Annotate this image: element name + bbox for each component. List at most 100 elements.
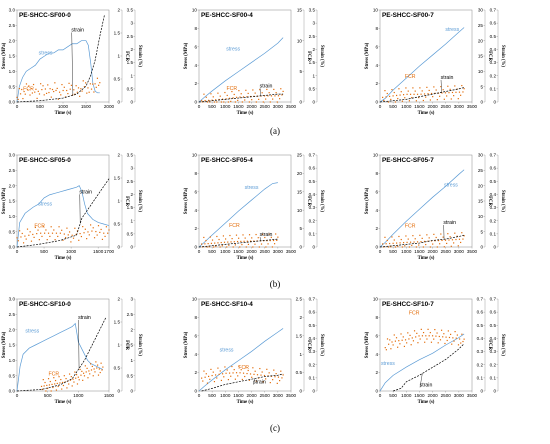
fcr-marker xyxy=(204,243,206,245)
fcr-marker xyxy=(413,241,415,243)
strain-tick-label: 2.5 xyxy=(127,312,134,317)
fcr-marker xyxy=(53,90,55,93)
fcr-marker xyxy=(43,94,45,96)
fcr-marker xyxy=(55,389,58,391)
fcr-marker xyxy=(97,364,99,366)
x-tick-label: 2000 xyxy=(246,104,257,109)
fcr-marker xyxy=(72,237,75,239)
fcr-tick-label: 0.1 xyxy=(477,375,484,380)
fcr-marker xyxy=(19,93,22,95)
fcr-marker xyxy=(247,369,249,372)
strain-tick-label: 0 xyxy=(312,245,315,250)
fcr-marker xyxy=(76,230,79,232)
fcr-marker xyxy=(242,96,245,98)
fcr-marker xyxy=(384,90,386,92)
fcr-marker xyxy=(235,96,238,98)
fcr-marker xyxy=(452,337,454,339)
fcr-marker xyxy=(233,369,235,371)
fcr-marker xyxy=(25,238,27,240)
fcr-marker xyxy=(407,238,409,240)
fcr-marker xyxy=(42,85,44,87)
x-axis-label: Time (s) xyxy=(237,256,254,261)
y-axis-label-strain: Strain (%) xyxy=(319,334,324,356)
strain-series-line xyxy=(198,238,278,248)
fcr-marker xyxy=(230,100,232,102)
fcr-marker xyxy=(49,235,51,238)
fcr-tick-label: 0.6 xyxy=(477,310,484,315)
fcr-marker xyxy=(212,371,214,373)
fcr-marker xyxy=(438,335,440,338)
x-tick-label: 0 xyxy=(16,393,19,398)
fcr-marker xyxy=(267,243,269,245)
fcr-marker xyxy=(398,88,400,90)
y-axis-label-fcr: FCR xyxy=(306,340,311,350)
fcr-marker xyxy=(214,242,216,244)
fcr-marker xyxy=(237,99,239,102)
fcr-marker xyxy=(228,372,231,374)
x-tick-label: 0 xyxy=(379,249,382,254)
strain-tick-label: 0.4 xyxy=(490,192,497,197)
stress-series-line xyxy=(379,27,465,103)
fcr-marker xyxy=(382,96,384,98)
fcr-marker xyxy=(245,366,247,368)
fcr-marker xyxy=(385,96,387,98)
x-tick-label: 2000 xyxy=(427,249,438,254)
fcr-marker xyxy=(399,343,401,345)
fcr-marker xyxy=(432,96,434,98)
fcr-marker xyxy=(68,231,71,233)
y-tick-label: 6 xyxy=(194,44,197,49)
fcr-marker xyxy=(56,382,58,385)
fcr-marker xyxy=(434,240,436,242)
fcr-marker xyxy=(275,373,277,375)
strain-tick-label: 2.5 xyxy=(127,179,134,184)
annotation-fcr: FCR xyxy=(34,224,45,230)
y-axis-label-stress: Stress (MPa) xyxy=(2,187,7,214)
fcr-marker xyxy=(426,234,428,236)
fcr-marker xyxy=(242,234,244,236)
y-axis-label-stress: Stress (MPa) xyxy=(2,42,7,69)
chart-title: PE-SHCC-SF05-0 xyxy=(19,157,71,164)
fcr-marker xyxy=(450,333,452,335)
fcr-marker xyxy=(428,335,430,337)
x-tick-label: 2500 xyxy=(260,393,271,398)
strain-tick-label: 0.1 xyxy=(490,86,497,91)
y-tick-label: 1.0 xyxy=(9,69,16,74)
annotation-stress: stress xyxy=(445,27,459,33)
fcr-marker xyxy=(402,336,404,338)
x-tick-label: 0 xyxy=(379,393,382,398)
fcr-marker xyxy=(223,241,226,243)
y-tick-label: 2 xyxy=(194,370,197,375)
fcr-marker xyxy=(441,92,443,94)
fcr-marker xyxy=(394,246,397,248)
fcr-marker xyxy=(76,383,79,385)
fcr-marker xyxy=(82,226,84,228)
fcr-tick-label: 0.3 xyxy=(477,349,484,354)
annotation-stress: stress xyxy=(381,361,395,367)
fcr-marker xyxy=(409,93,412,95)
fcr-marker xyxy=(211,99,213,101)
x-axis-label: Time (s) xyxy=(418,256,435,261)
fcr-marker xyxy=(266,88,268,91)
x-tick-label: 1000 xyxy=(401,104,412,109)
fcr-marker xyxy=(104,235,106,238)
fcr-marker xyxy=(70,376,72,378)
strain-tick-label: 0.5 xyxy=(309,179,316,184)
x-tick-label: 0 xyxy=(379,104,382,109)
fcr-marker xyxy=(400,238,402,241)
fcr-marker xyxy=(264,236,266,239)
fcr-marker xyxy=(96,77,99,79)
strain-tick-label: 0.6 xyxy=(490,21,497,26)
y-axis-label-strain: Strain (%) xyxy=(500,334,505,356)
fcr-marker xyxy=(206,101,209,103)
fcr-marker xyxy=(407,90,409,92)
y-tick-label: 8 xyxy=(194,315,197,320)
fcr-marker xyxy=(220,241,222,244)
fcr-marker xyxy=(223,101,225,103)
y-tick-label: 4 xyxy=(194,352,197,357)
fcr-tick-label: 10 xyxy=(478,69,484,74)
fcr-marker xyxy=(94,371,96,373)
fcr-tick-label: 2 xyxy=(117,8,120,13)
y-axis-label-strain: Strain (%) xyxy=(319,190,324,212)
fcr-tick-label: 0.7 xyxy=(477,297,484,302)
fcr-marker xyxy=(72,378,74,380)
